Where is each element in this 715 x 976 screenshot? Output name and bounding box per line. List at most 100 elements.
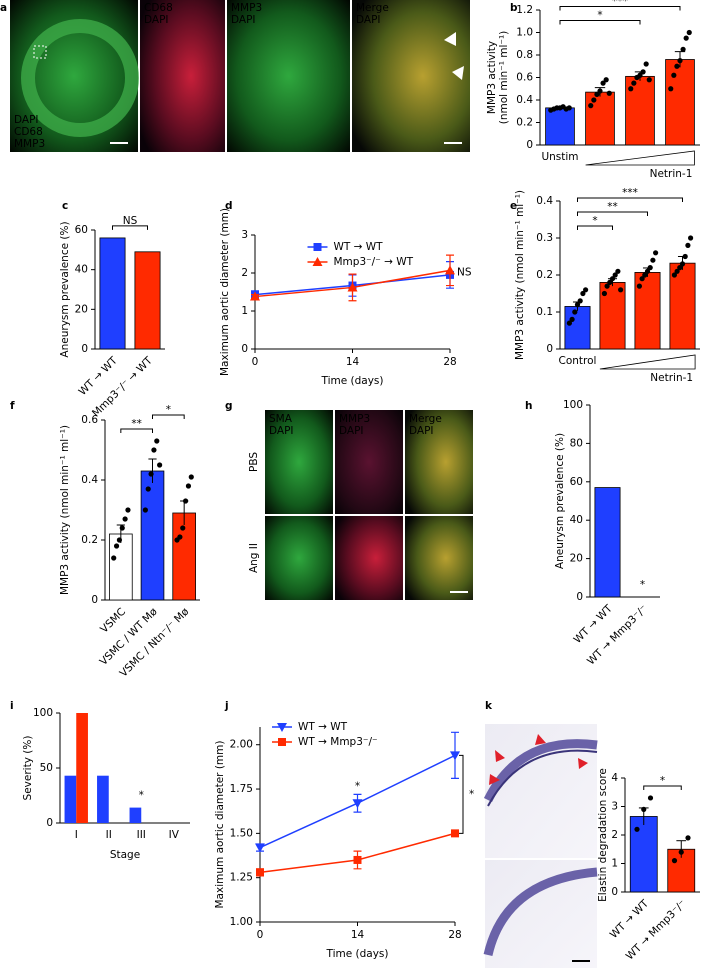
tissue (483, 739, 598, 803)
data-point (125, 507, 131, 513)
channel-label: Merge (409, 413, 442, 425)
x-axis-label: Time (days) (325, 948, 388, 960)
x-tick-label: Mmp3⁻/⁻ → WT (90, 354, 155, 419)
panel-letter: g (225, 400, 233, 412)
data-point (148, 471, 154, 477)
data-point (674, 268, 680, 274)
data-point (572, 309, 578, 315)
y-tick-label: 2 (611, 829, 618, 841)
significance-label: ** (131, 418, 142, 430)
data-point (643, 61, 649, 67)
bar (665, 59, 695, 146)
bar (109, 533, 133, 601)
annotation: * (355, 780, 360, 792)
data-point (606, 90, 612, 96)
significance-label: * (660, 775, 665, 787)
y-axis-label: Maximum aortic diameter (mm) (214, 741, 226, 909)
data-point (604, 283, 610, 289)
y-tick-label: 3 (611, 801, 618, 813)
x-tick-label: 14 (346, 356, 360, 368)
ramp-label: Netrin-1 (650, 372, 693, 384)
y-tick-label: 0.6 (81, 414, 98, 426)
y-tick-label: 0.6 (516, 72, 533, 84)
data-point (151, 447, 157, 453)
bar (140, 470, 165, 601)
data-point (618, 287, 624, 293)
data-point (113, 543, 120, 549)
channel-label: CD68 (14, 126, 43, 138)
arrowhead (444, 32, 456, 46)
y-tick-label: 2.00 (230, 739, 253, 751)
ramp (585, 150, 695, 166)
data-point (612, 272, 618, 278)
data-point (185, 483, 192, 489)
marker (313, 243, 322, 251)
legend-label: WT → WT (298, 721, 348, 733)
micrograph (265, 516, 333, 600)
x-tick-label: 0 (252, 356, 259, 368)
data-point (603, 77, 609, 83)
channel-label: DAPI (144, 14, 169, 26)
data-point (671, 72, 677, 78)
channel-label: CD68 (144, 2, 173, 14)
y-tick-label: 0.1 (536, 306, 553, 318)
y-tick-label: 40 (570, 514, 583, 526)
micrograph (405, 516, 473, 600)
micrograph (352, 0, 470, 152)
data-point (682, 253, 688, 260)
significance-bracket (120, 428, 153, 433)
x-tick-label: WT → Mmp3⁻/⁻ (585, 603, 650, 668)
data-point (677, 58, 683, 64)
y-tick-label: 0 (81, 343, 88, 355)
data-point (583, 287, 589, 293)
x-tick-label: IV (169, 829, 180, 841)
data-point (177, 534, 183, 540)
data-point (685, 242, 691, 248)
y-tick-label: 1 (241, 305, 248, 317)
micrograph (227, 0, 350, 152)
significance-label: *** (622, 187, 638, 199)
data-point (686, 29, 692, 36)
y-tick-label: 20 (75, 303, 88, 315)
data-point (615, 268, 621, 274)
data-point (671, 272, 678, 278)
data-point (145, 486, 151, 492)
data-point (577, 298, 583, 304)
bar (545, 107, 575, 146)
y-tick-label: 1.75 (230, 783, 253, 795)
data-point (644, 268, 651, 274)
channel-label: MMP3 (14, 138, 45, 150)
marker (352, 799, 363, 809)
y-tick-label: 0.4 (81, 474, 98, 486)
data-point (642, 272, 648, 278)
significance-label: * (166, 404, 171, 416)
micrograph (335, 516, 403, 600)
y-tick-label: 100 (33, 707, 53, 719)
tissue (483, 867, 598, 957)
legend-label: WT → WT (334, 241, 384, 253)
marker (256, 868, 264, 877)
y-axis-label: Maximum aortic diameter (mm) (219, 208, 231, 376)
y-tick-label: 60 (75, 224, 88, 236)
channel-label: DAPI (339, 425, 364, 437)
x-tick-label: I (75, 829, 78, 841)
marker (255, 843, 265, 853)
panel-letter: e (510, 200, 517, 212)
data-point (668, 86, 674, 92)
y-tick-label: 0.8 (516, 49, 533, 61)
inset-box (33, 45, 47, 59)
y-axis-label: MMP3 activity (nmol min⁻¹ ml⁻¹) (59, 425, 71, 595)
y-tick-label: 0 (576, 591, 583, 603)
y-tick-label: 1.2 (516, 4, 533, 16)
data-point (678, 849, 684, 855)
significance-label: ** (607, 201, 618, 213)
data-point (142, 507, 148, 513)
panel-letter: h (525, 400, 532, 412)
data-point (591, 97, 597, 103)
data-point (637, 72, 643, 78)
x-tick-label: Control (559, 355, 597, 367)
panel-letter: k (485, 700, 493, 712)
y-tick-label: 2 (241, 267, 248, 279)
y-tick-label: 0.3 (536, 232, 553, 244)
data-point (609, 276, 616, 282)
